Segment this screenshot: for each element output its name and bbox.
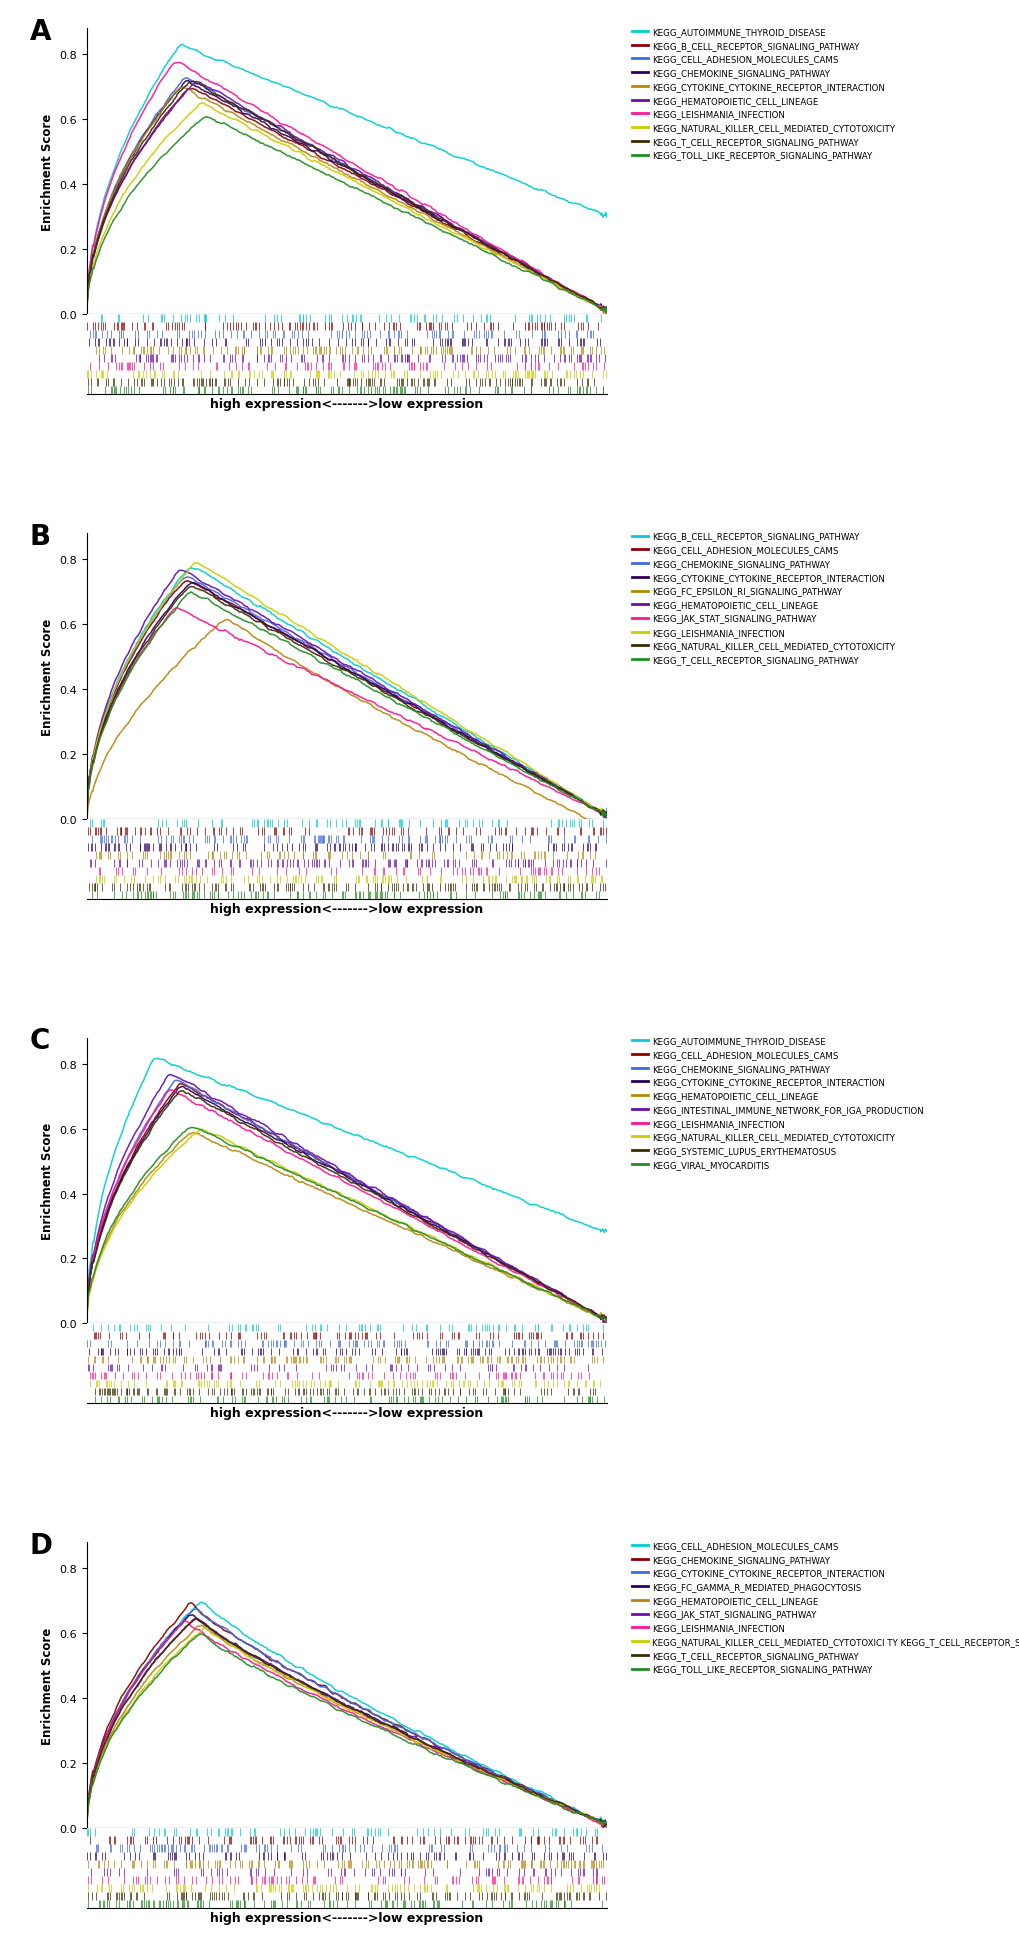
Text: B: B — [30, 523, 51, 550]
Y-axis label: Enrichment Score: Enrichment Score — [41, 1626, 54, 1744]
Text: A: A — [30, 18, 51, 45]
Y-axis label: Enrichment Score: Enrichment Score — [41, 618, 54, 736]
Legend: KEGG_B_CELL_RECEPTOR_SIGNALING_PATHWAY, KEGG_CELL_ADHESION_MOLECULES_CAMS, KEGG_: KEGG_B_CELL_RECEPTOR_SIGNALING_PATHWAY, … — [632, 532, 894, 665]
Text: C: C — [30, 1027, 50, 1055]
X-axis label: high expression<------->low expression: high expression<------->low expression — [210, 902, 483, 916]
Legend: KEGG_CELL_ADHESION_MOLECULES_CAMS, KEGG_CHEMOKINE_SIGNALING_PATHWAY, KEGG_CYTOKI: KEGG_CELL_ADHESION_MOLECULES_CAMS, KEGG_… — [632, 1542, 1019, 1673]
X-axis label: high expression<------->low expression: high expression<------->low expression — [210, 1910, 483, 1924]
Legend: KEGG_AUTOIMMUNE_THYROID_DISEASE, KEGG_CELL_ADHESION_MOLECULES_CAMS, KEGG_CHEMOKI: KEGG_AUTOIMMUNE_THYROID_DISEASE, KEGG_CE… — [632, 1037, 922, 1170]
X-axis label: high expression<------->low expression: high expression<------->low expression — [210, 1407, 483, 1419]
Y-axis label: Enrichment Score: Enrichment Score — [41, 1123, 54, 1239]
Y-axis label: Enrichment Score: Enrichment Score — [41, 114, 54, 231]
X-axis label: high expression<------->low expression: high expression<------->low expression — [210, 397, 483, 411]
Legend: KEGG_AUTOIMMUNE_THYROID_DISEASE, KEGG_B_CELL_RECEPTOR_SIGNALING_PATHWAY, KEGG_CE: KEGG_AUTOIMMUNE_THYROID_DISEASE, KEGG_B_… — [632, 27, 894, 160]
Text: D: D — [30, 1530, 52, 1560]
